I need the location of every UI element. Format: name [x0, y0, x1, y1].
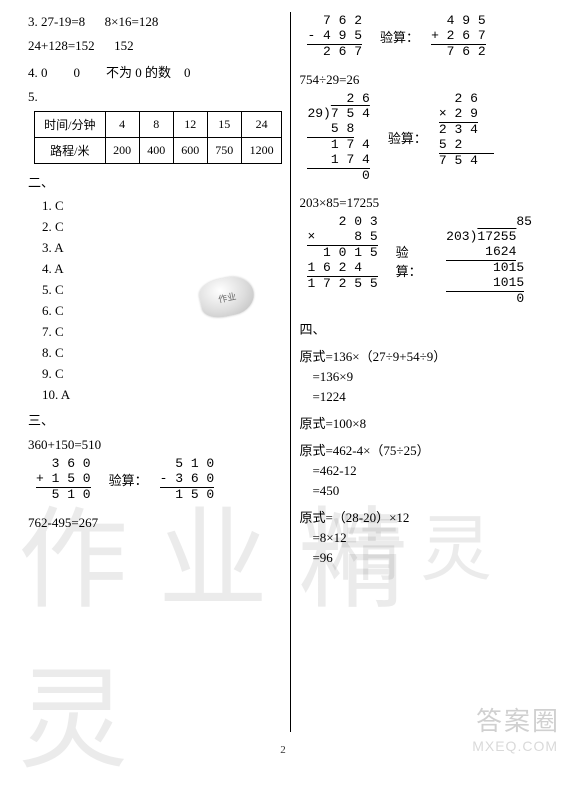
p4-3: =96: [299, 550, 546, 566]
list-item: 4. A: [42, 261, 282, 277]
calc-pair-3: 2 6 29)7 5 4 5 8 1 7 4 1 7 4 0 验算： 2 6 ×…: [299, 90, 546, 186]
list-item: 8. C: [42, 345, 282, 361]
section-3: 三、: [28, 410, 282, 429]
calc-pair-1: 3 6 0 + 1 5 0 5 1 0 验算： 5 1 0 - 3 6 0 1 …: [28, 455, 282, 505]
list-item: 9. C: [42, 366, 282, 382]
q5-table: 时间/分钟 4 8 12 15 24 路程/米 200 400 600 750 …: [34, 111, 282, 164]
p3-2: =462-12: [299, 463, 546, 479]
left-column: 3. 27-19=8 8×16=128 24+128=152 152 4. 0 …: [28, 12, 282, 736]
eq4: 203×85=17255: [299, 195, 546, 211]
p3-3: =450: [299, 483, 546, 499]
p4-2: =8×12: [299, 530, 546, 546]
page-number: 2: [0, 744, 566, 756]
p2-1: 原式=100×8: [299, 413, 546, 432]
long-division-2: 85 203)17255 1624 1015 1015 0: [446, 215, 532, 307]
check-label: 验算：: [388, 128, 427, 147]
list-item: 10. A: [42, 387, 282, 403]
list-item: 7. C: [42, 324, 282, 340]
table-row: 路程/米 200 400 600 750 1200: [35, 138, 282, 164]
long-division-1: 2 6 29)7 5 4 5 8 1 7 4 1 7 4 0: [307, 92, 369, 184]
q5-label: 5.: [28, 89, 282, 105]
check-label: 验算：: [396, 242, 435, 280]
p1-1: 原式=136×（27÷9+54÷9）: [299, 346, 546, 365]
calc1b: 5 1 0 - 3 6 0 1 5 0: [160, 457, 215, 503]
check-label: 验算：: [380, 27, 419, 46]
list-item: 6. C: [42, 303, 282, 319]
section-4: 四、: [299, 319, 546, 338]
calc1a: 3 6 0 + 1 5 0 5 1 0: [36, 457, 91, 503]
calc-pair-2: 7 6 2 - 4 9 5 2 6 7 验算： 4 9 5 + 2 6 7 7 …: [299, 12, 546, 62]
p3-1: 原式=462-4×（75÷25）: [299, 440, 546, 459]
list-item: 3. A: [42, 240, 282, 256]
calc3b: 2 6 × 2 9 2 3 4 5 2 7 5 4: [439, 92, 494, 169]
mc-list: 1. C 2. C 3. A 4. A 5. C 6. C 7. C 8. C …: [42, 193, 282, 408]
eq3: 754÷29=26: [299, 72, 546, 88]
p4-1: 原式=（28-20）×12: [299, 507, 546, 526]
calc2b: 4 9 5 + 2 6 7 7 6 2: [431, 14, 486, 60]
q3-line1: 3. 27-19=8 8×16=128: [28, 14, 282, 30]
p1-2: =136×9: [299, 369, 546, 385]
column-divider: [290, 12, 291, 732]
list-item: 1. C: [42, 198, 282, 214]
right-column: 7 6 2 - 4 9 5 2 6 7 验算： 4 9 5 + 2 6 7 7 …: [299, 12, 546, 736]
q3-line2: 24+128=152 152: [28, 38, 282, 54]
calc-pair-4: 2 0 3 × 8 5 1 0 1 5 1 6 2 4 1 7 2 5 5 验算…: [299, 213, 546, 309]
q4: 4. 0 0 不为 0 的数 0: [28, 62, 282, 81]
eq2: 762-495=267: [28, 515, 282, 531]
section-2: 二、: [28, 172, 282, 191]
check-label: 验算：: [109, 470, 148, 489]
p1-3: =1224: [299, 389, 546, 405]
calc4a: 2 0 3 × 8 5 1 0 1 5 1 6 2 4 1 7 2 5 5: [307, 215, 377, 292]
eq1: 360+150=510: [28, 437, 282, 453]
calc2a: 7 6 2 - 4 9 5 2 6 7: [307, 14, 362, 60]
list-item: 2. C: [42, 219, 282, 235]
list-item: 5. C: [42, 282, 282, 298]
table-row: 时间/分钟 4 8 12 15 24: [35, 112, 282, 138]
